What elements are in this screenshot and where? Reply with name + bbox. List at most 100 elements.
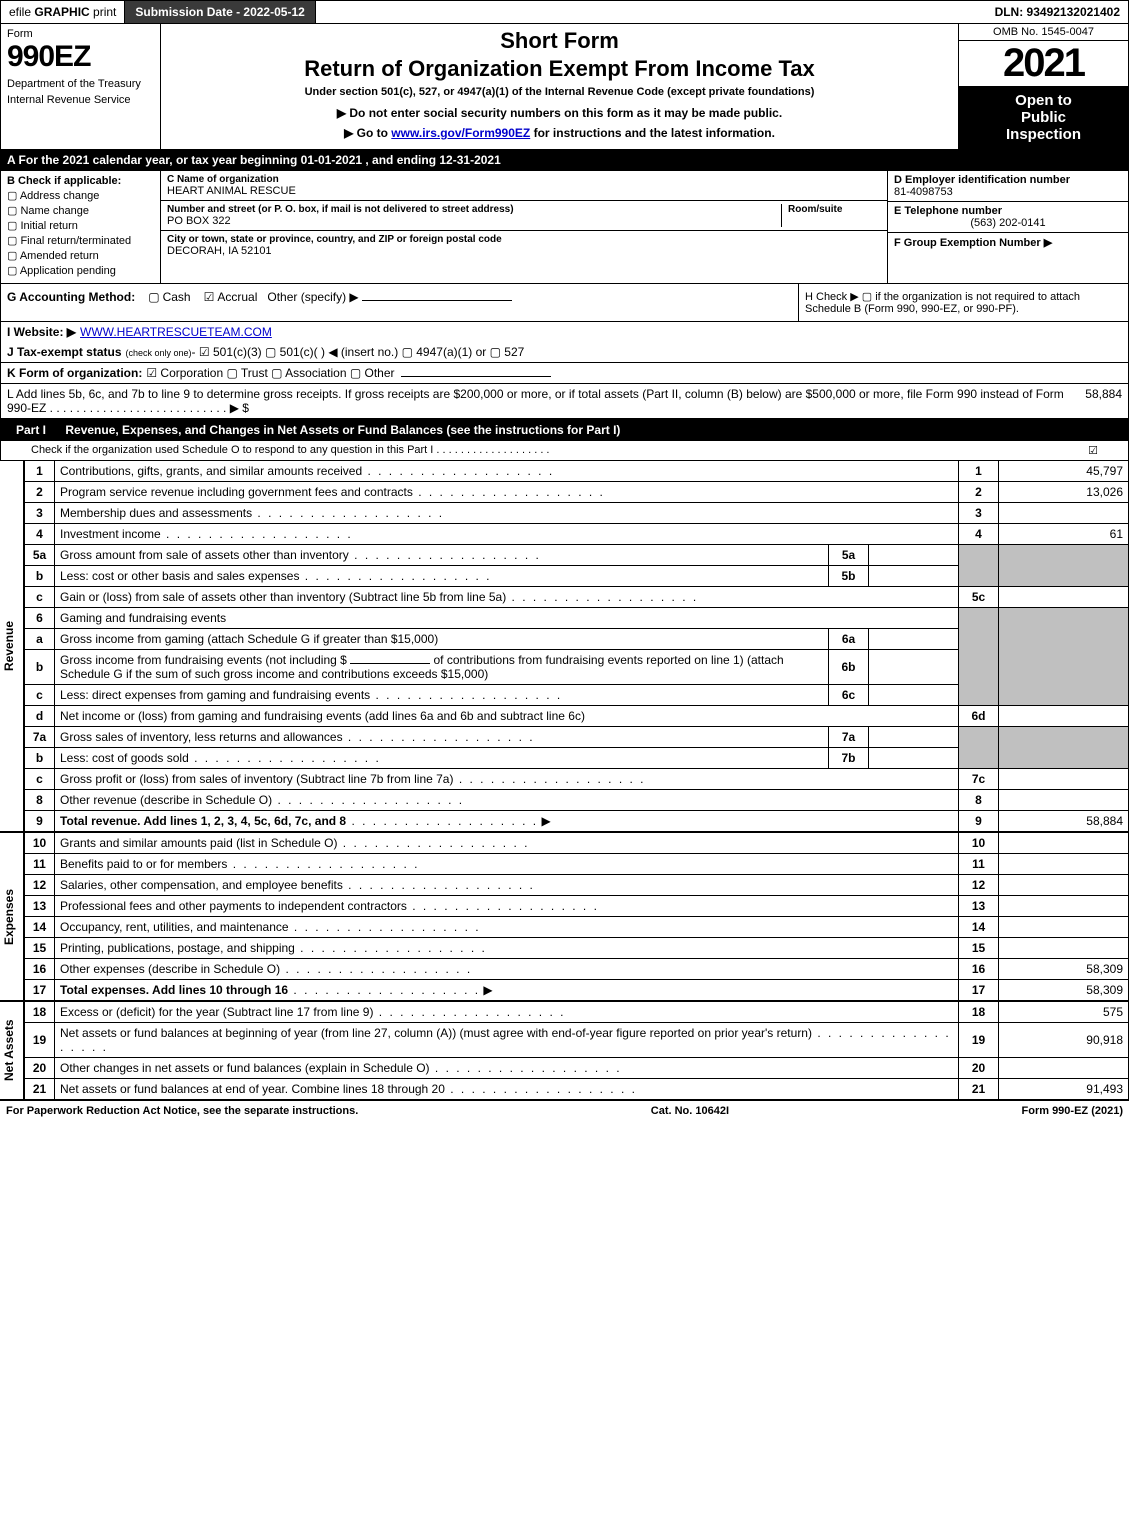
row-k-form-org: K Form of organization: ☑ Corporation ▢ … bbox=[0, 362, 1129, 383]
line-20-desc: Other changes in net assets or fund bala… bbox=[55, 1058, 959, 1079]
row-gh: G Accounting Method: Cash Accrual Other … bbox=[0, 284, 1129, 322]
line-7a: 7a Gross sales of inventory, less return… bbox=[25, 727, 1129, 748]
line-4-desc-text: Investment income bbox=[60, 527, 161, 541]
website-link[interactable]: WWW.HEARTRESCUETEAM.COM bbox=[80, 325, 272, 339]
line-6b-desc-1: Gross income from fundraising events (no… bbox=[60, 653, 347, 667]
other-specify: Other (specify) ▶ bbox=[267, 290, 358, 304]
line-11-r: 11 bbox=[959, 854, 999, 875]
expenses-section: Expenses 10Grants and similar amounts pa… bbox=[0, 832, 1129, 1001]
chk-address-change[interactable]: Address change bbox=[7, 189, 154, 202]
line-18-desc-text: Excess or (deficit) for the year (Subtra… bbox=[60, 1005, 373, 1019]
col-b-label: B Check if applicable: bbox=[7, 175, 154, 187]
line-5a-num: 5a bbox=[25, 545, 55, 566]
line-17: 17Total expenses. Add lines 10 through 1… bbox=[25, 980, 1129, 1001]
netassets-section: Net Assets 18Excess or (deficit) for the… bbox=[0, 1001, 1129, 1100]
line-6c-num: c bbox=[25, 685, 55, 706]
k-other-input[interactable] bbox=[401, 376, 551, 377]
line-6c-mid: 6c bbox=[829, 685, 869, 706]
part-i-title: Revenue, Expenses, and Changes in Net As… bbox=[65, 423, 620, 437]
line-3: 3 Membership dues and assessments 3 bbox=[25, 503, 1129, 524]
submission-date-button[interactable]: Submission Date - 2022-05-12 bbox=[125, 1, 315, 23]
line-6a-midval bbox=[869, 629, 959, 650]
line-5a-desc-text: Gross amount from sale of assets other t… bbox=[60, 548, 349, 562]
line-1: 1 Contributions, gifts, grants, and simi… bbox=[25, 461, 1129, 482]
line-15-r: 15 bbox=[959, 938, 999, 959]
footer-right-bold: 990-EZ bbox=[1052, 1105, 1088, 1117]
line-17-num: 17 bbox=[25, 980, 55, 1001]
form-header: Form 990EZ Department of the Treasury In… bbox=[0, 24, 1129, 150]
line-14-val bbox=[999, 917, 1129, 938]
col-b-checkboxes: B Check if applicable: Address change Na… bbox=[1, 171, 161, 283]
line-6: 6 Gaming and fundraising events bbox=[25, 608, 1129, 629]
revenue-table: 1 Contributions, gifts, grants, and simi… bbox=[24, 460, 1129, 832]
line-8-desc-text: Other revenue (describe in Schedule O) bbox=[60, 793, 272, 807]
under-section: Under section 501(c), 527, or 4947(a)(1)… bbox=[167, 86, 952, 98]
org-name-cell: C Name of organization HEART ANIMAL RESC… bbox=[161, 171, 887, 201]
line-15-desc: Printing, publications, postage, and shi… bbox=[55, 938, 959, 959]
line-6c-desc: Less: direct expenses from gaming and fu… bbox=[55, 685, 829, 706]
line-4-desc: Investment income bbox=[55, 524, 959, 545]
line-7c-val bbox=[999, 769, 1129, 790]
line-6-desc: Gaming and fundraising events bbox=[55, 608, 959, 629]
dept-treasury: Department of the Treasury bbox=[7, 78, 154, 90]
open-to-public: Open to Public Inspection bbox=[959, 86, 1128, 149]
line-21-r: 21 bbox=[959, 1079, 999, 1100]
line-11-num: 11 bbox=[25, 854, 55, 875]
line-14-num: 14 bbox=[25, 917, 55, 938]
ein-label: D Employer identification number bbox=[894, 174, 1122, 186]
line-16: 16Other expenses (describe in Schedule O… bbox=[25, 959, 1129, 980]
line-20-num: 20 bbox=[25, 1058, 55, 1079]
line-4-val: 61 bbox=[999, 524, 1129, 545]
netassets-table: 18 Excess or (deficit) for the year (Subt… bbox=[24, 1001, 1129, 1100]
goto-pre: ▶ Go to bbox=[344, 126, 391, 140]
chk-initial-return[interactable]: Initial return bbox=[7, 219, 154, 232]
part-i-sub-text: Check if the organization used Schedule … bbox=[31, 444, 550, 457]
chk-name-change[interactable]: Name change bbox=[7, 204, 154, 217]
public: Public bbox=[963, 109, 1124, 126]
chk-application-pending[interactable]: Application pending bbox=[7, 264, 154, 277]
line-7a-desc: Gross sales of inventory, less returns a… bbox=[55, 727, 829, 748]
line-6d-val bbox=[999, 706, 1129, 727]
group-exemption-cell: F Group Exemption Number ▶ bbox=[888, 233, 1128, 252]
line-12: 12Salaries, other compensation, and empl… bbox=[25, 875, 1129, 896]
line-6b-mid: 6b bbox=[829, 650, 869, 685]
line-6c-desc-text: Less: direct expenses from gaming and fu… bbox=[60, 688, 370, 702]
other-specify-input[interactable] bbox=[362, 300, 512, 301]
part-i-checkbox[interactable]: ☑ bbox=[1088, 444, 1098, 457]
line-14-desc: Occupancy, rent, utilities, and maintena… bbox=[55, 917, 959, 938]
line-1-desc: Contributions, gifts, grants, and simila… bbox=[55, 461, 959, 482]
footer-cat: Cat. No. 10642I bbox=[651, 1105, 729, 1117]
phone-value: (563) 202-0141 bbox=[894, 217, 1122, 229]
block-bcdef: B Check if applicable: Address change Na… bbox=[0, 171, 1129, 284]
line-19-num: 19 bbox=[25, 1023, 55, 1058]
line-18-val: 575 bbox=[999, 1002, 1129, 1023]
line-13-num: 13 bbox=[25, 896, 55, 917]
line-5c-desc-text: Gain or (loss) from sale of assets other… bbox=[60, 590, 506, 604]
form-label: Form bbox=[7, 28, 154, 40]
line-2-num: 2 bbox=[25, 482, 55, 503]
col-c-org: C Name of organization HEART ANIMAL RESC… bbox=[161, 171, 888, 283]
line-20-r: 20 bbox=[959, 1058, 999, 1079]
line-6a-num: a bbox=[25, 629, 55, 650]
part-i-sub: Check if the organization used Schedule … bbox=[0, 441, 1129, 460]
room-suite-cell: Room/suite bbox=[781, 204, 881, 227]
chk-final-return[interactable]: Final return/terminated bbox=[7, 234, 154, 247]
ein-value: 81-4098753 bbox=[894, 186, 1122, 198]
line-5b-desc-text: Less: cost or other basis and sales expe… bbox=[60, 569, 299, 583]
line-18-r: 18 bbox=[959, 1002, 999, 1023]
line-6d-desc: Net income or (loss) from gaming and fun… bbox=[55, 706, 959, 727]
street-wrap: Number and street (or P. O. box, if mail… bbox=[167, 204, 781, 227]
efile-print[interactable]: print bbox=[93, 5, 116, 19]
line-7a-midval bbox=[869, 727, 959, 748]
chk-cash[interactable] bbox=[145, 290, 162, 304]
line-18: 18 Excess or (deficit) for the year (Subt… bbox=[25, 1002, 1129, 1023]
line-21-num: 21 bbox=[25, 1079, 55, 1100]
goto-link[interactable]: www.irs.gov/Form990EZ bbox=[391, 126, 530, 140]
line-21-desc-text: Net assets or fund balances at end of ye… bbox=[60, 1082, 445, 1096]
chk-amended-return[interactable]: Amended return bbox=[7, 249, 154, 262]
line-3-r: 3 bbox=[959, 503, 999, 524]
line-6b-blank[interactable] bbox=[350, 663, 430, 664]
l-text: L Add lines 5b, 6c, and 7b to line 9 to … bbox=[7, 387, 1085, 415]
line-5c-val bbox=[999, 587, 1129, 608]
chk-accrual[interactable] bbox=[201, 290, 218, 304]
